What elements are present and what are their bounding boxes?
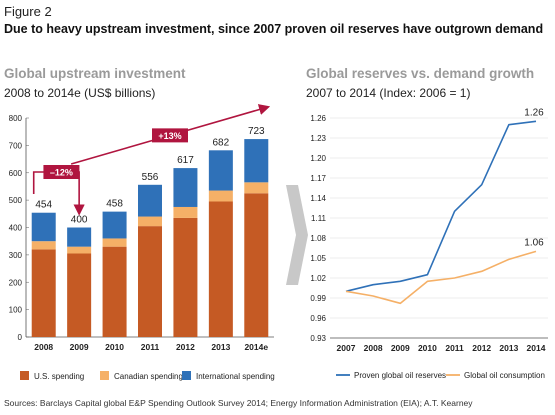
bar-segment-u-s-spending [138,226,162,337]
bar-segment-u-s-spending [67,253,92,337]
x-tick-label: 2009 [391,343,410,353]
y-tick-label: 500 [9,196,23,205]
y-tick-label: 300 [9,251,23,260]
bar-segment-u-s-spending [102,246,127,337]
y-tick-label: 1.05 [310,254,326,263]
bar-total-label: 454 [35,200,52,211]
bar-segment-canadian-spending [244,182,269,194]
y-tick-label: 1.23 [310,134,326,143]
y-tick-label: 0.99 [310,294,326,303]
series-line-consumption [345,250,537,305]
bar-segment-u-s-spending [31,249,56,337]
bar-segment-international-spending [67,227,92,247]
bar-total-label: 617 [177,155,194,166]
legend-label: U.S. spending [34,372,84,381]
x-tick-label: 2008 [34,342,53,352]
bar-segment-canadian-spending [208,190,233,202]
legend-swatch [100,371,109,380]
y-tick-label: 0.93 [310,334,326,343]
legend-label: Global oil consumption [464,371,545,380]
bar-chart-title: Global upstream investment [4,66,186,81]
x-tick-label: 2008 [364,343,383,353]
transition-arrow-icon [286,185,308,285]
bar-segment-international-spending [31,212,56,242]
bar-segment-u-s-spending [244,193,269,337]
y-tick-label: 0 [18,333,23,342]
legend-swatch [20,371,29,380]
figure-title: Due to heavy upstream investment, since … [4,22,544,36]
y-tick-label: 1.14 [310,194,326,203]
bar-segment-international-spending [102,211,127,239]
bar-segment-international-spending [244,139,269,183]
x-tick-label: 2012 [472,343,491,353]
decline-badge-label: –12% [50,168,73,178]
legend-label: Proven global oil reserves [354,371,446,380]
bar-segment-canadian-spending [173,206,198,218]
y-tick-label: 700 [9,141,23,150]
x-tick-label: 2012 [176,342,195,352]
growth-badge [152,128,188,143]
x-tick-label: 2010 [105,342,124,352]
y-tick-label: 1.08 [310,234,326,243]
bar-total-label: 458 [106,199,123,210]
bar-total-label: 400 [71,215,88,226]
legend-label: International spending [196,372,275,381]
series-end-label: 1.06 [524,237,544,248]
figure-label: Figure 2 [4,4,52,19]
bar-total-label: 723 [248,126,265,137]
x-tick-label: 2009 [70,342,89,352]
bar-segment-canadian-spending [102,238,127,247]
bar-segment-international-spending [208,150,233,191]
bar-segment-canadian-spending [67,246,92,254]
y-tick-label: 0.96 [310,314,326,323]
y-tick-label: 1.17 [310,174,326,183]
bar-segment-u-s-spending [173,217,198,337]
x-tick-label: 2013 [499,343,518,353]
bar-total-label: 556 [142,172,159,183]
x-tick-label: 2014 [527,343,546,353]
bar-segment-international-spending [138,184,162,217]
x-tick-label: 2010 [418,343,437,353]
x-tick-label: 2013 [211,342,230,352]
legend-label: Canadian spending [114,372,183,381]
y-tick-label: 1.02 [310,274,326,283]
y-tick-label: 1.26 [310,114,326,123]
y-tick-label: 800 [9,114,23,123]
growth-badge-label: +13% [158,131,181,141]
bar-segment-international-spending [173,168,198,207]
series-line-reserves [345,120,537,293]
bar-segment-canadian-spending [31,241,56,250]
y-tick-label: 200 [9,278,23,287]
y-tick-label: 400 [9,224,23,233]
y-tick-label: 1.11 [311,214,327,223]
source-note: Sources: Barclays Capital global E&P Spe… [4,398,473,408]
line-chart-title: Global reserves vs. demand growth [306,66,535,81]
y-tick-label: 600 [9,169,23,178]
x-tick-label: 2007 [337,343,356,353]
y-tick-label: 1.20 [310,154,326,163]
bar-chart: 0 100 200 300 400 500 600 700 800 454 2008 400 2009 4… [9,104,275,381]
bar-segment-u-s-spending [208,201,233,337]
series-end-label: 1.26 [524,107,544,118]
x-tick-label: 2011 [141,342,160,352]
bar-total-label: 682 [213,137,230,148]
bar-segment-canadian-spending [138,216,162,227]
line-chart-subtitle: 2007 to 2014 (Index: 2006 = 1) [306,86,471,100]
x-tick-label: 2011 [445,343,464,353]
x-tick-label: 2014e [244,342,268,352]
line-chart: 0.93 0.96 0.99 1.02 1.05 1.08 1.11 1.14 1.17 1.20… [310,107,548,380]
decline-badge [43,165,80,179]
legend-swatch [182,371,191,380]
bar-chart-subtitle: 2008 to 2014e (US$ billions) [4,86,156,100]
y-tick-label: 100 [9,306,23,315]
